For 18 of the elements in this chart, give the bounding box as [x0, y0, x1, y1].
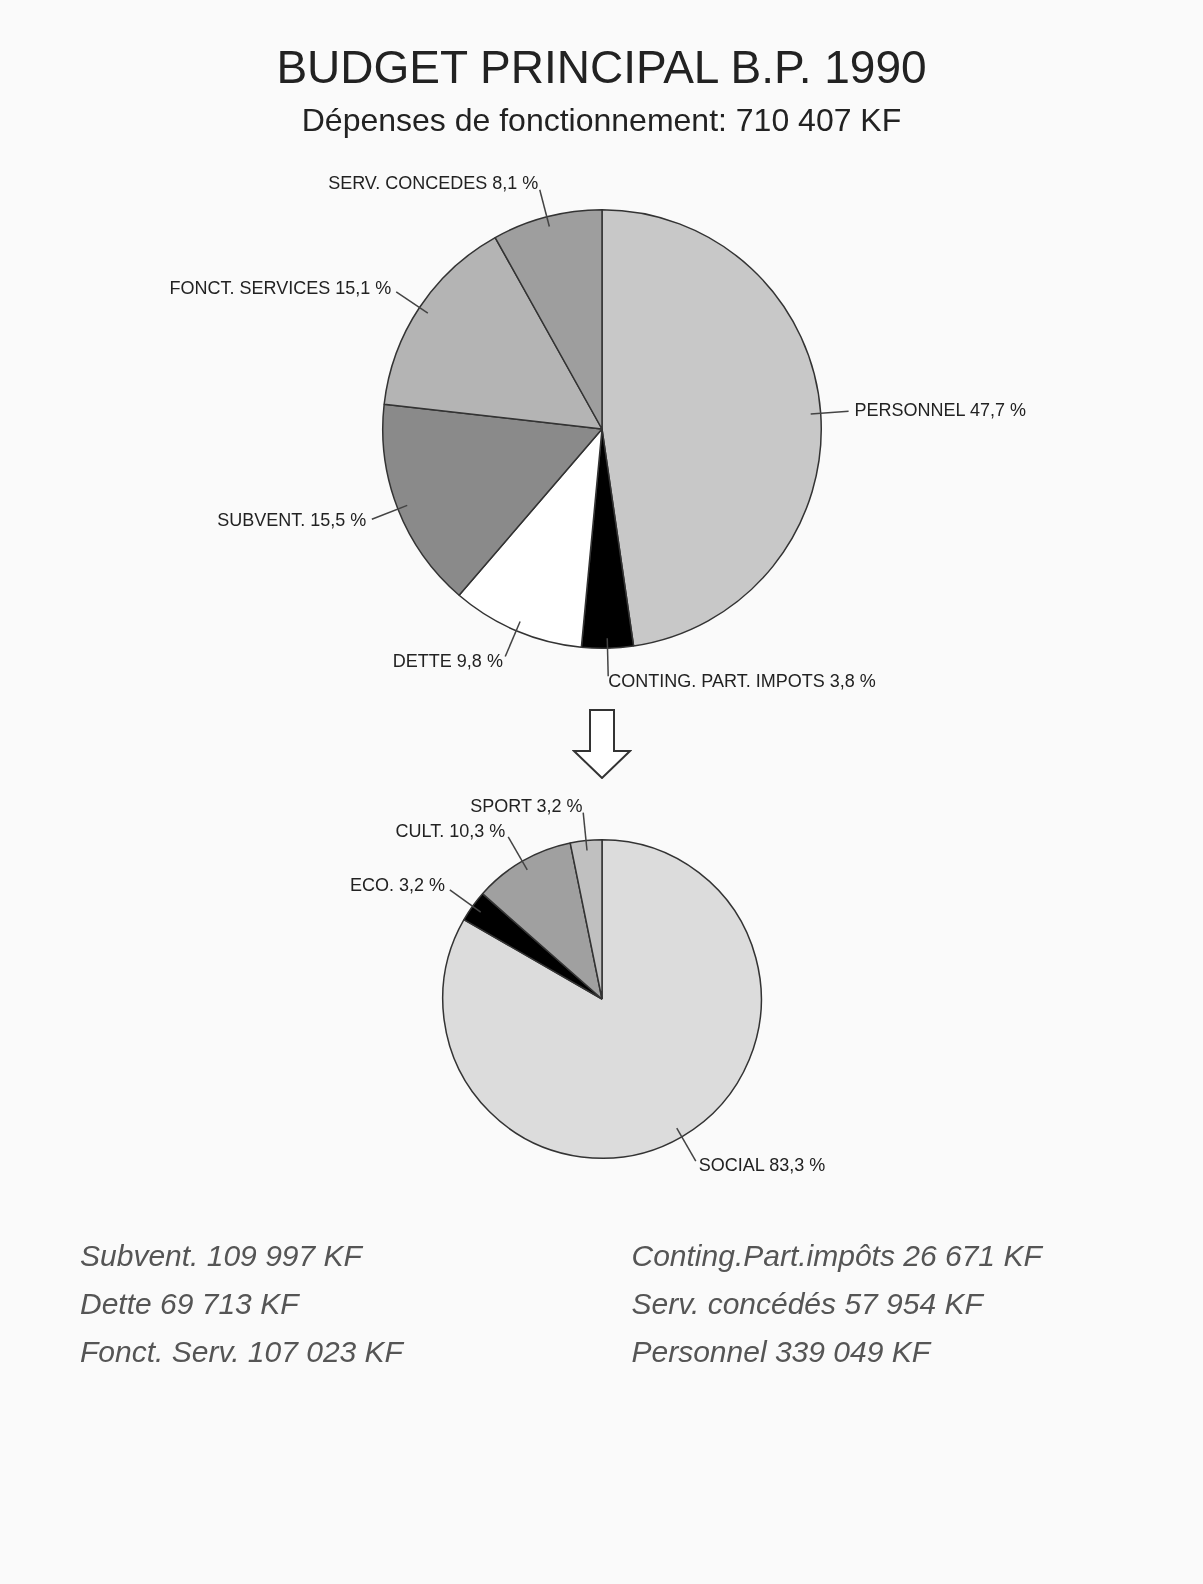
slice-label: CULT. 10,3 %	[394, 820, 505, 841]
chart-subtitle: Dépenses de fonctionnement: 710 407 KF	[300, 102, 903, 139]
slice-label: PERSONNEL 47,7 %	[854, 399, 1026, 420]
slice-label: SUBVENT. 15,5 %	[216, 510, 366, 531]
slice-label: SPORT 3,2 %	[469, 795, 583, 816]
text: Conting.Part.impôts 26 671 KF	[631, 1239, 1044, 1273]
slice-label: ECO. 3,2 %	[349, 875, 445, 896]
slice-label: SOCIAL 83,3 %	[698, 1155, 825, 1176]
slice-label: FONCT. SERVICES 15,1 %	[168, 277, 391, 298]
text: Fonct. Serv. 107 023 KF	[80, 1335, 405, 1369]
slice-label: SERV. CONCEDES 8,1 %	[327, 172, 538, 193]
slice-label: DETTE 9,8 %	[392, 651, 503, 672]
text: Subvent. 109 997 KF	[80, 1239, 364, 1273]
chart-title: BUDGET PRINCIPAL B.P. 1990	[275, 40, 928, 94]
text: Dette 69 713 KF	[80, 1287, 301, 1321]
text: Personnel 339 049 KF	[631, 1335, 933, 1369]
text: Serv. concédés 57 954 KF	[631, 1287, 985, 1321]
slice-label: CONTING. PART. IMPOTS 3,8 %	[607, 671, 876, 692]
